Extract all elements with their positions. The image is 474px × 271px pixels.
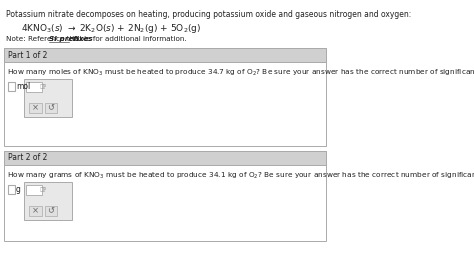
FancyBboxPatch shape	[9, 82, 15, 91]
FancyBboxPatch shape	[24, 79, 72, 117]
Text: □: □	[40, 187, 45, 192]
Text: Part 1 of 2: Part 1 of 2	[9, 50, 48, 60]
Text: mol: mol	[16, 82, 30, 91]
Text: □: □	[40, 84, 45, 89]
FancyBboxPatch shape	[9, 185, 15, 194]
FancyBboxPatch shape	[45, 103, 57, 113]
FancyBboxPatch shape	[4, 48, 326, 62]
FancyBboxPatch shape	[29, 206, 42, 216]
Text: ×: ×	[32, 104, 39, 112]
FancyBboxPatch shape	[24, 182, 72, 220]
Text: p: p	[43, 83, 46, 88]
FancyBboxPatch shape	[4, 48, 326, 146]
FancyBboxPatch shape	[29, 103, 42, 113]
Text: ↺: ↺	[47, 104, 55, 112]
Text: Part 2 of 2: Part 2 of 2	[9, 153, 48, 163]
Text: g: g	[16, 185, 21, 194]
Text: SI prefixes: SI prefixes	[49, 36, 92, 42]
FancyBboxPatch shape	[4, 151, 326, 241]
Text: 4KNO$_3$($\it{s}$) $\rightarrow$ 2K$_2$O($\it{s}$) + 2N$_2$(g) + 5O$_2$(g): 4KNO$_3$($\it{s}$) $\rightarrow$ 2K$_2$O…	[21, 22, 201, 35]
Text: Note: Reference the: Note: Reference the	[6, 36, 81, 42]
Text: Potassium nitrate decomposes on heating, producing potassium oxide and gaseous n: Potassium nitrate decomposes on heating,…	[6, 10, 411, 19]
FancyBboxPatch shape	[4, 151, 326, 165]
Text: ×: ×	[32, 207, 39, 215]
Text: table for additional information.: table for additional information.	[71, 36, 187, 42]
FancyBboxPatch shape	[45, 206, 57, 216]
FancyBboxPatch shape	[27, 185, 42, 195]
Text: p: p	[43, 186, 46, 191]
Text: ↺: ↺	[47, 207, 55, 215]
Text: How many grams of KNO$_3$ must be heated to produce 34.1 kg of O$_2$? Be sure yo: How many grams of KNO$_3$ must be heated…	[7, 171, 474, 181]
FancyBboxPatch shape	[0, 0, 330, 271]
FancyBboxPatch shape	[27, 82, 42, 92]
Text: How many moles of KNO$_3$ must be heated to produce 34.7 kg of O$_2$? Be sure yo: How many moles of KNO$_3$ must be heated…	[7, 68, 474, 78]
